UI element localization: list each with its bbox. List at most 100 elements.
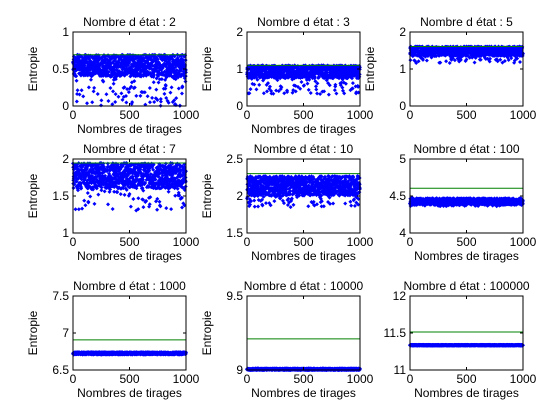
data-point [146,61,151,66]
scatter-points [245,63,362,97]
data-point [92,85,97,90]
data-point [321,204,326,209]
data-point [254,87,259,92]
data-point [164,95,169,100]
data-point [257,82,262,87]
data-point [113,99,118,104]
data-point [163,83,168,88]
x-tick-label: 500 [293,108,313,122]
data-point [134,93,139,98]
data-point [267,84,272,89]
data-point [285,90,290,95]
data-point [99,98,104,103]
y-tick-label: 0.5 [52,62,69,76]
data-point [444,59,449,64]
data-point [124,100,129,105]
data-point [88,194,93,199]
data-point [174,68,179,73]
data-point [299,79,304,84]
data-point [113,77,118,82]
scatter-points [71,52,188,108]
data-point [296,65,301,70]
data-point [308,90,313,95]
y-tick-label: 1 [399,62,406,76]
data-point [172,98,177,103]
subplot-title: Nombre d état : 5 [420,15,513,29]
data-point [343,201,348,206]
data-point [322,89,327,94]
data-point [166,100,171,105]
data-point [282,91,287,96]
scatter-points [408,44,525,65]
y-axis-label: Entropie [26,46,40,91]
scatter-points [245,174,362,210]
data-point [132,79,137,84]
data-point [106,202,111,207]
data-point [96,192,101,197]
data-point [158,99,163,104]
y-tick-label: 1 [62,25,69,39]
subplot-title: Nombre d état : 7 [83,142,176,156]
data-point [169,207,174,212]
data-point [168,90,173,95]
data-point [85,190,90,195]
data-point [350,86,355,91]
data-point [155,57,160,62]
data-point [88,77,93,82]
data-point [82,198,87,203]
data-point [155,207,160,212]
x-tick-label: 500 [119,108,139,122]
axes-box [409,31,524,107]
data-point [76,207,81,212]
data-point [247,91,252,96]
data-point [92,201,97,206]
data-point [132,60,137,65]
data-point [261,91,266,96]
data-point [279,85,284,90]
data-point [313,79,318,84]
data-point [147,100,152,105]
data-point [343,81,348,86]
data-point [90,100,95,105]
data-point [305,81,310,86]
y-tick-label: 0 [62,99,69,113]
data-point [77,92,82,97]
data-point [147,85,152,90]
data-point [132,85,137,90]
data-point [163,86,168,91]
data-point [269,89,274,94]
data-point [272,199,277,204]
data-point [150,95,155,100]
data-point [276,89,281,94]
data-point [158,96,163,101]
data-point [79,88,84,93]
y-axis-label: Entropie [200,46,214,91]
data-point [106,98,111,103]
data-point [110,207,115,212]
data-point [108,86,113,91]
data-point [75,88,80,93]
data-point [118,192,123,197]
data-point [99,103,104,108]
y-tick-label: 2 [236,25,243,39]
data-point [106,69,111,74]
data-point [145,94,150,99]
y-tick-label: 0 [399,99,406,113]
data-point [124,93,129,98]
x-tick-label: 0 [244,108,251,122]
data-point [126,90,131,95]
data-point [180,84,185,89]
x-tick-label: 500 [456,108,476,122]
data-point [339,80,344,85]
data-point [110,102,115,107]
y-tick-label: 1 [62,226,69,240]
data-point [350,81,355,86]
data-point [416,59,421,64]
y-axis-label: Entropie [363,46,377,91]
data-point [356,90,361,95]
data-point [130,100,135,105]
